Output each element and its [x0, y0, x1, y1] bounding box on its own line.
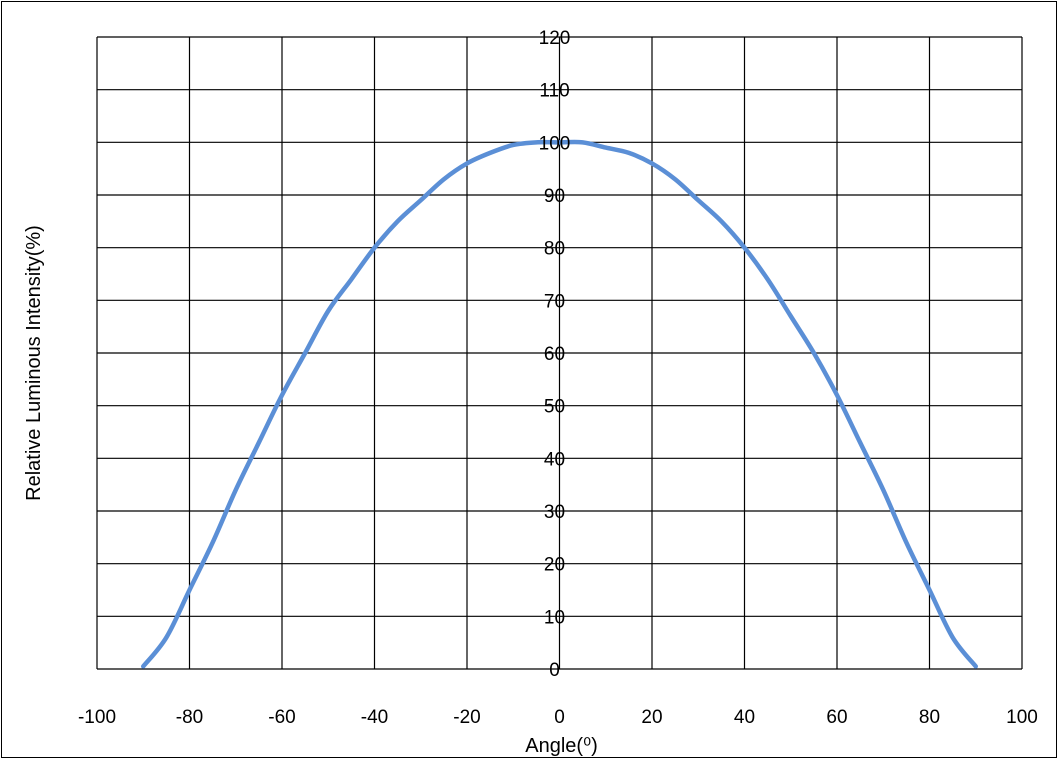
- x-tick-label: -60: [268, 707, 295, 728]
- series-line: [141, 139, 978, 669]
- y-tick-label: 70: [544, 291, 565, 312]
- tick-labels: -100 -80 -60 -40 -20 0 20 40 60 80 100 0 10 20 30 40 50 6…: [78, 28, 1038, 728]
- x-tick-label: -40: [361, 707, 388, 728]
- y-tick-label: 30: [544, 502, 565, 523]
- y-tick-label: 20: [544, 555, 565, 576]
- y-tick-label: 0: [549, 660, 560, 681]
- y-tick-label: 40: [544, 449, 565, 470]
- x-tick-label: 0: [554, 707, 565, 728]
- y-tick-label: 90: [544, 186, 565, 207]
- x-tick-label: 80: [919, 707, 940, 728]
- x-tick-label: 40: [734, 707, 755, 728]
- x-tick-label: 100: [1006, 707, 1038, 728]
- x-tick-label: -100: [78, 707, 116, 728]
- y-tick-label: 120: [539, 28, 571, 49]
- y-tick-label: 60: [544, 344, 565, 365]
- y-tick-label: 80: [544, 239, 565, 260]
- y-axis-title: Relative Luminous Intensity(%): [23, 225, 45, 501]
- x-axis-title: Angle(⁰): [525, 735, 598, 757]
- y-tick-label: 10: [544, 607, 565, 628]
- y-tick-label: 50: [544, 397, 565, 418]
- y-tick-label: 100: [539, 133, 571, 154]
- x-tick-label: 60: [826, 707, 847, 728]
- x-tick-label: -80: [176, 707, 203, 728]
- y-tick-label: 110: [539, 81, 569, 102]
- series-layer: [141, 139, 978, 669]
- x-tick-label: 20: [641, 707, 662, 728]
- x-tick-label: -20: [453, 707, 480, 728]
